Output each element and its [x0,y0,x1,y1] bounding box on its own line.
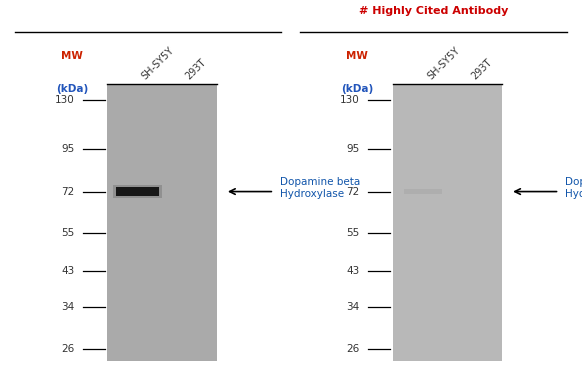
Text: Dopamine beta
Hydroxylase: Dopamine beta Hydroxylase [565,177,582,199]
Text: 34: 34 [61,302,74,312]
Text: (kDa): (kDa) [341,84,373,93]
Text: 55: 55 [346,228,360,238]
Text: 293T: 293T [184,57,208,82]
Text: MW: MW [346,51,368,61]
Text: 95: 95 [61,144,74,154]
Text: 34: 34 [346,302,360,312]
Text: 55: 55 [61,228,74,238]
Text: 72: 72 [346,187,360,196]
Bar [403,189,442,195]
Text: 130: 130 [55,95,74,105]
Text: 95: 95 [346,144,360,154]
Text: 43: 43 [346,266,360,276]
Text: 130: 130 [340,95,360,105]
Text: (kDa): (kDa) [56,84,88,93]
Text: MW: MW [61,51,83,61]
Text: 43: 43 [61,266,74,276]
Text: 26: 26 [61,344,74,354]
Bar [116,187,159,196]
Text: 26: 26 [346,344,360,354]
Text: SH-SY5Y: SH-SY5Y [140,46,176,82]
Text: # Highly Cited Antibody: # Highly Cited Antibody [359,6,508,16]
Text: Dopamine beta
Hydroxylase: Dopamine beta Hydroxylase [280,177,360,199]
Bar [113,185,162,198]
Text: SH-SY5Y: SH-SY5Y [425,46,462,82]
Text: 72: 72 [61,187,74,196]
Bar [107,84,217,361]
Bar [392,84,502,361]
Text: 293T: 293T [469,57,494,82]
